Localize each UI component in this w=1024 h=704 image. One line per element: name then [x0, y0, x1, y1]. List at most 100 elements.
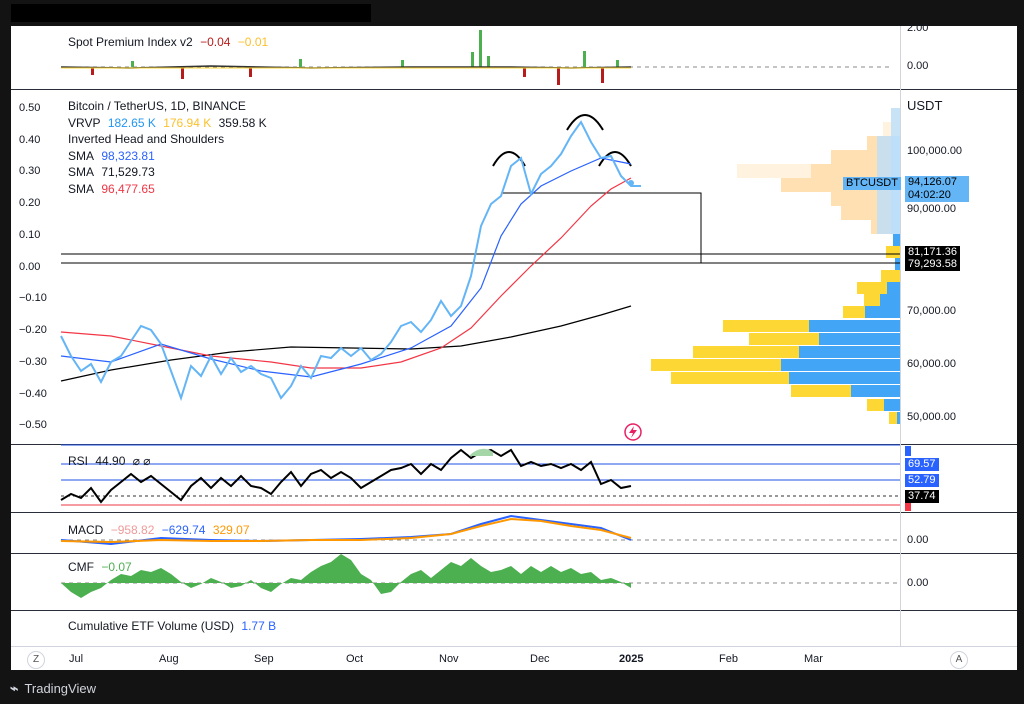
level-tag-1[interactable]: 81,171.36 [905, 246, 960, 259]
rsi-tag-upper: 69.57 [905, 458, 939, 471]
macd-signal-value: 329.07 [212, 523, 250, 537]
chart-frame[interactable]: Spot Premium Index v2 −0.04 −0.01 2.00 0… [11, 22, 1017, 671]
spot-premium-histogram [60, 30, 891, 85]
hidden-icon[interactable]: ⌀ ⌀ [132, 454, 151, 468]
symbol-title[interactable]: Bitcoin / TetherUS, 1D, BINANCE [68, 99, 246, 113]
vrvp-label: VRVP [68, 115, 101, 130]
pane-separator[interactable] [11, 610, 1017, 611]
spot-premium-value-1: −0.04 [200, 35, 231, 49]
last-price-tag[interactable]: 94,126.07 04:02:20 [905, 176, 969, 202]
bar-countdown: 04:02:20 [908, 189, 951, 201]
macd-legend[interactable]: MACD −958.82 −629.74 329.07 [68, 522, 250, 539]
ticker-tag[interactable]: BTCUSDT [843, 177, 901, 190]
sma-label: SMA [68, 165, 95, 179]
last-price-dot [628, 180, 634, 186]
spot-premium-title: Spot Premium Index v2 [68, 35, 193, 49]
price-axis-50k: 50,000.00 [907, 411, 956, 423]
pane-separator[interactable] [11, 89, 1017, 90]
x-label-aug: Aug [159, 653, 179, 665]
left-axis-label: −0.10 [19, 292, 47, 304]
rsi-tag-current: 37.74 [905, 490, 939, 503]
spot-premium-value-2: −0.01 [237, 35, 269, 49]
chart-canvas[interactable] [11, 26, 1017, 670]
price-axis-90k: 90,000.00 [907, 203, 956, 215]
x-label-nov: Nov [439, 653, 459, 665]
vrvp-legend[interactable]: VRVP 182.65 K 176.94 K 359.58 K [68, 115, 267, 132]
brand-name: TradingView [24, 681, 96, 696]
x-label-dec: Dec [530, 653, 550, 665]
rsi-value: 44.90 [95, 454, 126, 468]
sma-legend-1[interactable]: SMA 98,323.81 [68, 148, 267, 165]
main-legend: Bitcoin / TetherUS, 1D, BINANCE VRVP 182… [68, 98, 267, 197]
left-axis-label: 0.00 [19, 261, 41, 273]
rsi-pane [60, 444, 900, 506]
rsi-label: RSI [68, 454, 89, 468]
sma-label: SMA [68, 148, 95, 163]
auto-scale-button[interactable]: A [950, 651, 968, 669]
left-axis-label: −0.30 [19, 356, 47, 368]
price-axis-60k: 60,000.00 [907, 358, 956, 370]
x-label-feb: Feb [719, 653, 738, 665]
sma-legend-3[interactable]: SMA 96,477.65 [68, 181, 267, 198]
etf-legend[interactable]: Cumulative ETF Volume (USD) 1.77 B [68, 618, 276, 635]
pattern-label[interactable]: Inverted Head and Shoulders [68, 132, 225, 146]
pane-separator[interactable] [11, 553, 1017, 554]
rsi-line [60, 448, 632, 504]
left-axis-label: −0.50 [19, 419, 47, 431]
macd-axis-zero: 0.00 [907, 534, 929, 546]
sma-value-1: 98,323.81 [101, 148, 155, 163]
macd-line-value: −629.74 [161, 523, 206, 537]
redacted-bar [11, 4, 371, 22]
tradingview-icon: ⌁ [10, 680, 19, 696]
cmf-area [61, 554, 631, 598]
sma-legend-2[interactable]: SMA 71,529.73 [68, 164, 267, 181]
cmf-label: CMF [68, 560, 94, 574]
price-line [60, 120, 641, 402]
sma-value-2: 71,529.73 [101, 165, 155, 179]
vrvp-value-2: 176.94 K [163, 115, 212, 130]
sma-blue-line [60, 157, 632, 378]
macd-pane [60, 514, 900, 546]
vrvp-value-3: 359.58 K [218, 115, 267, 130]
currency-label[interactable]: USDT [907, 98, 943, 113]
left-axis-label: 0.40 [19, 134, 41, 146]
level-tag-2[interactable]: 79,293.58 [905, 258, 960, 271]
macd-label: MACD [68, 523, 104, 537]
cmf-legend[interactable]: CMF −0.07 [68, 559, 132, 576]
spot-axis-zero: 0.00 [907, 60, 929, 72]
rsi-legend[interactable]: RSI 44.90 ⌀ ⌀ [68, 453, 151, 470]
zoom-button[interactable]: Z [27, 651, 45, 669]
left-axis-label: 0.30 [19, 165, 41, 177]
left-axis-label: 0.50 [19, 102, 41, 114]
etf-label: Cumulative ETF Volume (USD) [68, 619, 235, 633]
x-label-oct: Oct [346, 653, 364, 665]
x-label-mar: Mar [804, 653, 823, 665]
x-label-jul: Jul [69, 653, 84, 665]
pane-separator[interactable] [11, 512, 1017, 513]
price-axis-70k: 70,000.00 [907, 305, 956, 317]
price-axis-100k: 100,000.00 [907, 145, 963, 157]
left-axis-label: 0.20 [19, 197, 41, 209]
sma-red-line [60, 177, 632, 369]
left-axis-label: −0.40 [19, 388, 47, 400]
rsi-tag-middle: 52.79 [905, 474, 939, 487]
sma-label: SMA [68, 181, 95, 196]
left-axis-label: −0.20 [19, 324, 47, 336]
sma-black-line [60, 305, 632, 382]
macd-histogram-value: −958.82 [110, 523, 155, 537]
price-scale-border [900, 26, 901, 646]
last-price: 94,126.07 [908, 176, 957, 188]
cmf-value: −0.07 [101, 560, 132, 574]
macd-orange-line [60, 517, 632, 544]
cmf-pane [61, 554, 900, 598]
x-label-2025: 2025 [619, 653, 644, 665]
volume-profile [651, 108, 900, 424]
spot-axis-top: 2.00 [907, 22, 929, 34]
spot-premium-legend: Spot Premium Index v2 −0.04 −0.01 [68, 34, 268, 51]
rsi-tag-lower [905, 503, 911, 511]
cmf-axis-zero: 0.00 [907, 577, 929, 589]
time-axis[interactable]: Z Jul Aug Sep Oct Nov Dec 2025 Feb Mar A [11, 646, 1017, 671]
rsi-tag-top [905, 446, 911, 456]
tradingview-logo[interactable]: ⌁ TradingView [10, 680, 96, 697]
etf-value: 1.77 B [241, 619, 277, 633]
